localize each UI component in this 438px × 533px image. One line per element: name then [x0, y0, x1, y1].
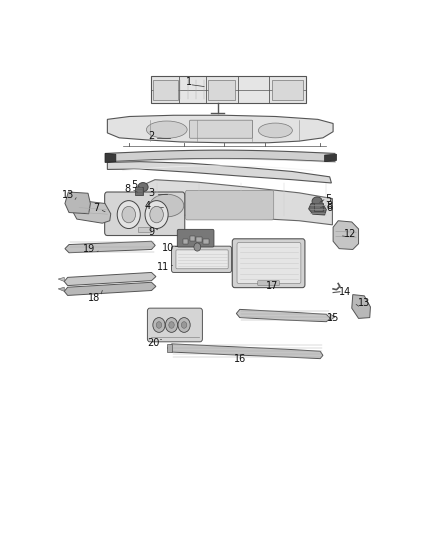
Circle shape — [145, 200, 168, 229]
Circle shape — [117, 200, 140, 229]
FancyBboxPatch shape — [153, 80, 178, 100]
Circle shape — [153, 318, 165, 333]
Polygon shape — [309, 204, 326, 215]
Circle shape — [194, 243, 201, 251]
Circle shape — [181, 322, 187, 328]
Bar — [190, 236, 195, 241]
Polygon shape — [325, 154, 336, 161]
Text: 19: 19 — [83, 245, 95, 254]
FancyBboxPatch shape — [152, 76, 306, 103]
Polygon shape — [237, 309, 330, 322]
Ellipse shape — [146, 121, 187, 138]
Text: 12: 12 — [344, 229, 356, 239]
Text: 20: 20 — [147, 338, 159, 348]
Bar — [196, 237, 202, 242]
Text: 1: 1 — [186, 77, 192, 87]
Polygon shape — [167, 344, 323, 359]
Text: 3: 3 — [148, 188, 155, 198]
Text: 15: 15 — [327, 312, 339, 322]
Text: 17: 17 — [266, 280, 278, 290]
FancyBboxPatch shape — [208, 80, 235, 100]
Text: 8: 8 — [125, 184, 131, 194]
Ellipse shape — [312, 197, 322, 206]
Polygon shape — [143, 180, 332, 225]
FancyBboxPatch shape — [105, 192, 185, 236]
Polygon shape — [58, 287, 64, 292]
Text: 2: 2 — [148, 131, 155, 141]
Text: 5: 5 — [131, 180, 138, 190]
Polygon shape — [167, 344, 172, 352]
Polygon shape — [330, 314, 335, 320]
Circle shape — [169, 322, 174, 328]
FancyBboxPatch shape — [190, 120, 253, 138]
Polygon shape — [107, 161, 332, 183]
Text: 10: 10 — [162, 243, 175, 253]
Text: 9: 9 — [148, 227, 155, 237]
Bar — [314, 203, 323, 211]
Polygon shape — [105, 154, 116, 163]
Polygon shape — [72, 200, 111, 223]
FancyBboxPatch shape — [272, 80, 303, 100]
Circle shape — [150, 206, 163, 223]
FancyBboxPatch shape — [138, 227, 152, 232]
Text: 18: 18 — [88, 293, 100, 303]
Text: 4: 4 — [145, 200, 151, 211]
Text: 13: 13 — [357, 298, 370, 308]
Polygon shape — [64, 272, 156, 286]
Text: 13: 13 — [61, 190, 74, 200]
Text: 8: 8 — [326, 200, 332, 211]
FancyBboxPatch shape — [148, 308, 202, 342]
Polygon shape — [352, 295, 371, 318]
Ellipse shape — [138, 183, 148, 191]
FancyBboxPatch shape — [176, 250, 228, 269]
Text: 6: 6 — [327, 204, 333, 213]
Text: 7: 7 — [93, 204, 99, 213]
FancyBboxPatch shape — [177, 229, 214, 247]
Circle shape — [178, 318, 190, 333]
Ellipse shape — [150, 194, 184, 217]
FancyBboxPatch shape — [237, 243, 301, 284]
FancyBboxPatch shape — [172, 246, 232, 272]
FancyBboxPatch shape — [232, 239, 305, 288]
Circle shape — [156, 322, 162, 328]
Text: 11: 11 — [157, 262, 170, 272]
Text: 5: 5 — [325, 193, 331, 204]
Bar — [183, 239, 188, 244]
Polygon shape — [64, 282, 156, 295]
Circle shape — [166, 318, 178, 333]
FancyBboxPatch shape — [129, 208, 156, 221]
FancyBboxPatch shape — [185, 190, 274, 220]
Text: 16: 16 — [233, 353, 246, 364]
Ellipse shape — [258, 123, 293, 138]
Polygon shape — [65, 241, 155, 253]
Polygon shape — [107, 115, 333, 143]
FancyBboxPatch shape — [258, 281, 279, 286]
Polygon shape — [58, 277, 64, 281]
Text: 14: 14 — [339, 287, 351, 297]
Polygon shape — [65, 192, 90, 214]
Polygon shape — [333, 221, 359, 249]
Bar — [203, 239, 208, 244]
Circle shape — [122, 206, 135, 223]
Bar — [135, 187, 143, 195]
